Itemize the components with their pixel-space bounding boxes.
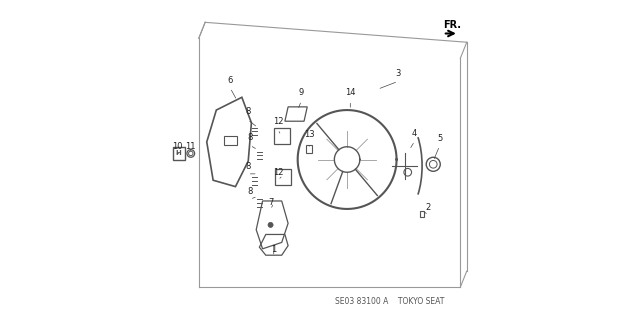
Text: 6: 6 <box>227 76 233 85</box>
Text: 10: 10 <box>172 142 182 151</box>
Text: 9: 9 <box>299 88 304 97</box>
Text: 4: 4 <box>412 129 417 138</box>
Text: 8: 8 <box>247 133 253 142</box>
Text: 7: 7 <box>268 198 273 207</box>
Text: H: H <box>176 151 182 156</box>
Text: SE03 83100 A    TOKYO SEAT: SE03 83100 A TOKYO SEAT <box>335 297 445 306</box>
Text: 11: 11 <box>186 142 196 151</box>
Text: 5: 5 <box>437 134 442 143</box>
Text: FR.: FR. <box>443 20 461 30</box>
Text: 12: 12 <box>273 117 283 126</box>
Text: 1: 1 <box>271 245 276 254</box>
Text: 8: 8 <box>245 162 250 171</box>
Text: 8: 8 <box>245 108 250 116</box>
Text: 13: 13 <box>305 130 315 139</box>
Text: 3: 3 <box>396 69 401 78</box>
Circle shape <box>268 222 273 227</box>
Text: 14: 14 <box>345 88 356 97</box>
Text: 8: 8 <box>247 187 253 196</box>
Text: 2: 2 <box>426 203 431 212</box>
Text: 12: 12 <box>273 168 283 177</box>
